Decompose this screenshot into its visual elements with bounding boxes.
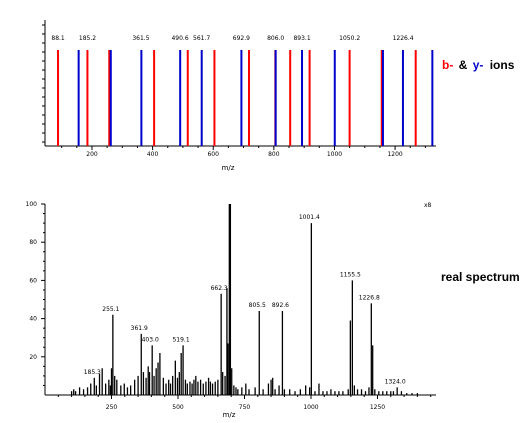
spectrum-peak-label: 892.6 [272,302,289,309]
top-peak-label: 1226.4 [393,35,414,42]
top-peak-label: 692.9 [233,35,250,42]
top-x-tick-label: 1000 [327,151,342,158]
legend-b-ions: b- [442,58,453,72]
top-peak-label: 893.1 [293,35,310,42]
top-x-tick-label: 200 [86,151,98,158]
bottom-x-tick-label: 250 [106,404,118,411]
top-x-tick-label: 800 [268,151,280,158]
top-peak-label: 561.7 [193,35,210,42]
top-peak-label: 361.5 [132,35,149,42]
bottom-x-tick-label: 1250 [370,404,385,411]
spectrum-peak-label: 1226.8 [359,294,380,301]
spectrum-peak-label: 185.3 [84,369,101,376]
top-peak-label: 185.2 [79,35,96,42]
spectrum-peak-label: 805.5 [249,302,266,309]
bottom-x-tick-label: 1000 [303,404,318,411]
spectrum-peak-label: 361.9 [131,325,148,332]
legend-ions-word: ions [490,58,515,72]
top-peak-label: 88.1 [51,35,65,42]
top-x-tick-label: 1200 [387,151,402,158]
spectrum-peak-label: 1001.4 [299,214,320,221]
spectrum-peak-label: 662.3 [211,285,228,292]
top-x-axis-label: m/z [222,164,235,172]
bottom-y-tick-label: 100 [26,201,38,208]
legend-ampersand: & [459,58,468,72]
legend-y-ions: y- [473,58,484,72]
real-spectrum-label: real spectrum [441,270,520,284]
bottom-x-axis-label: m/z [223,411,236,419]
top-peak-label: 1050.2 [339,35,360,42]
spectrum-peak-label: 1155.5 [340,271,361,278]
top-x-tick-label: 600 [207,151,219,158]
bottom-y-tick-label: 20 [29,354,37,361]
spectrum-peak-label: 519.1 [172,336,189,343]
ion-type-legend: b- & y- ions [442,58,515,72]
spectrum-peak-label: 403.0 [142,336,159,343]
bottom-x-tick-label: 750 [239,404,251,411]
scale-factor-label: x8 [424,202,432,209]
bottom-y-tick-label: 60 [29,277,37,284]
spectrum-peak-label: 255.1 [102,306,119,313]
top-peak-label: 490.6 [171,35,188,42]
bottom-x-tick-label: 500 [172,404,184,411]
bottom-y-tick-label: 80 [29,239,37,246]
theoretical-ions-chart: 200 400 600 800 1000 1200 88.1 185.2 361.5 490.6… [42,20,436,172]
top-peak-label: 806.0 [267,35,284,42]
real-spectrum-chart: 20 40 60 80 100 250 500 750 1000 1250 185.3 255.1… [26,201,436,419]
top-x-tick-label: 400 [147,151,159,158]
spectrum-peak-label: 1324.0 [385,378,406,385]
bottom-y-tick-label: 40 [29,316,37,323]
svg-text:b- & y- ions: b- & y- ions [442,58,515,72]
